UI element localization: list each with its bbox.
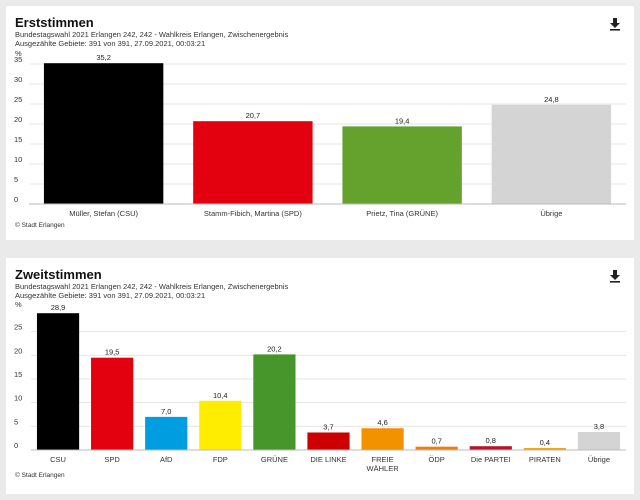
erststimmen-panel: Erststimmen Bundestagswahl 2021 Erlangen… (6, 6, 634, 240)
data-label: 3,8 (594, 422, 604, 431)
category-label: PIRATEN (529, 455, 561, 464)
category-label: FDP (213, 455, 228, 464)
category-label: FREIE (372, 455, 394, 464)
panel-counted-info: Ausgezählte Gebiete: 391 von 391, 27.09.… (15, 39, 206, 48)
y-tick-label: 5 (14, 417, 18, 426)
credit-text: © Stadt Erlangen (15, 472, 65, 479)
data-label: 0,8 (486, 436, 496, 445)
download-icon[interactable] (608, 17, 622, 31)
bar (199, 400, 242, 450)
credit-text: © Stadt Erlangen (15, 222, 65, 229)
bar (342, 126, 462, 204)
zweitstimmen-panel: Zweitstimmen Bundestagswahl 2021 Erlange… (6, 258, 634, 494)
category-label: Stamm-Fibich, Martina (SPD) (204, 209, 302, 218)
erststimmen-chart: % 0 5 10 15 20 25 30 35 35,2 Müller, Stefan (CSU) 2… (14, 49, 626, 218)
category-label: Prietz, Tina (GRÜNE) (366, 209, 438, 218)
bar (491, 104, 612, 204)
y-tick-label: 5 (14, 175, 18, 184)
data-label: 3,7 (323, 422, 333, 431)
data-label: 0,7 (431, 437, 441, 446)
category-label: SPD (104, 455, 120, 464)
panel-title: Zweitstimmen (15, 267, 102, 282)
data-label: 20,7 (246, 111, 261, 120)
y-tick-label: 10 (14, 394, 22, 403)
data-label: 7,0 (161, 407, 171, 416)
data-label: 24,8 (544, 95, 559, 104)
bar (253, 354, 296, 450)
bar (469, 446, 512, 450)
data-label: 20,2 (267, 344, 282, 353)
bar (145, 416, 188, 450)
y-tick-label: 35 (14, 55, 22, 64)
y-tick-label: 20 (14, 346, 22, 355)
data-label: 35,2 (96, 53, 111, 62)
panel-subtitle: Bundestagswahl 2021 Erlangen 242, 242 - … (15, 282, 289, 291)
y-tick-label: 30 (14, 75, 22, 84)
y-tick-label: 25 (14, 95, 22, 104)
bar (415, 446, 458, 450)
y-tick-label: 20 (14, 115, 22, 124)
category-label: Müller, Stefan (CSU) (69, 209, 138, 218)
category-label: Übrige (588, 455, 610, 464)
bar (36, 313, 80, 450)
y-tick-label: 10 (14, 155, 22, 164)
bar (577, 432, 621, 450)
y-tick-label: 0 (14, 195, 18, 204)
y-axis-unit: % (15, 49, 22, 58)
data-label: 28,9 (51, 303, 66, 312)
bar (307, 432, 350, 450)
category-label: GRÜNE (261, 455, 288, 464)
y-tick-label: 15 (14, 370, 22, 379)
bar (523, 448, 566, 450)
category-label: CSU (50, 455, 66, 464)
category-label: Die PARTEI (471, 455, 511, 464)
y-tick-label: 25 (14, 323, 22, 332)
data-label: 19,5 (105, 348, 120, 357)
category-label: AfD (160, 455, 173, 464)
y-axis-unit: % (15, 300, 22, 309)
zweitstimmen-chart: % 0 5 10 15 20 25 28,9 CSU 19,5 SPD 7,0 AfD 10,4 FDP 20… (14, 300, 626, 472)
bar (193, 121, 313, 204)
download-icon[interactable] (608, 269, 622, 283)
data-label: 0,4 (540, 438, 550, 447)
bar (361, 428, 404, 450)
category-label: WÄHLER (367, 464, 400, 472)
data-label: 10,4 (213, 391, 228, 400)
y-tick-label: 15 (14, 135, 22, 144)
panel-subtitle: Bundestagswahl 2021 Erlangen 242, 242 - … (15, 30, 289, 39)
panel-counted-info: Ausgezählte Gebiete: 391 von 391, 27.09.… (15, 291, 206, 300)
panel-title: Erststimmen (15, 15, 94, 30)
data-label: 4,6 (377, 418, 387, 427)
data-label: 19,4 (395, 116, 410, 125)
y-tick-label: 0 (14, 441, 18, 450)
category-label: DIE LINKE (310, 455, 346, 464)
category-label: Übrige (540, 209, 562, 218)
category-label: ÖDP (429, 455, 445, 464)
bar (91, 357, 134, 450)
bar (43, 63, 164, 205)
